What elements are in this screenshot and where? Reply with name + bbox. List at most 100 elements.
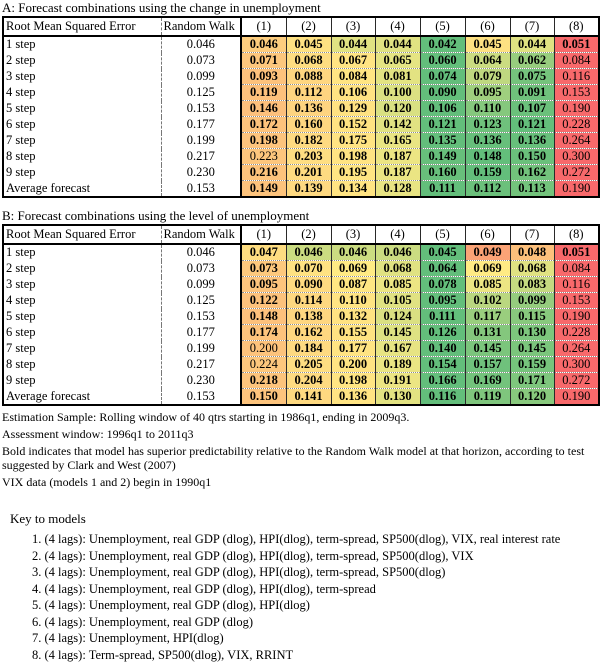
row-label-cell: 2 step [3, 53, 161, 69]
random-walk-value-cell: 0.046 [161, 36, 241, 53]
model-value-cell: 0.136 [331, 389, 375, 406]
model-value-cell: 0.110 [331, 293, 375, 309]
model-value-cell: 0.149 [241, 181, 286, 198]
model-value-cell: 0.117 [465, 309, 510, 325]
model-value-cell: 0.116 [554, 277, 599, 293]
model-value-cell: 0.081 [375, 69, 420, 85]
model-value-cell: 0.124 [375, 309, 420, 325]
model-value-cell: 0.090 [420, 85, 465, 101]
row-label-cell: 6 step [3, 117, 161, 133]
model-value-cell: 0.087 [331, 277, 375, 293]
row-label-cell: 3 step [3, 277, 161, 293]
model-value-cell: 0.136 [465, 133, 510, 149]
row-label-cell: Average forecast [3, 389, 161, 406]
model-value-cell: 0.264 [554, 133, 599, 149]
random-walk-value-cell: 0.073 [161, 53, 241, 69]
random-walk-value-cell: 0.153 [161, 389, 241, 406]
model-value-cell: 0.088 [286, 69, 331, 85]
random-walk-value-cell: 0.177 [161, 325, 241, 341]
model-column-header: (3) [331, 17, 375, 36]
model-value-cell: 0.205 [286, 357, 331, 373]
random-walk-value-cell: 0.099 [161, 277, 241, 293]
model-value-cell: 0.111 [420, 181, 465, 198]
model-value-cell: 0.110 [465, 101, 510, 117]
model-value-cell: 0.200 [241, 341, 286, 357]
key-item: 3. (4 lags): Unemployment, real GDP (dlo… [32, 564, 598, 581]
key-item: 5. (4 lags): Unemployment, real GDP (dlo… [32, 597, 598, 614]
model-value-cell: 0.093 [241, 69, 286, 85]
model-value-cell: 0.154 [420, 357, 465, 373]
model-value-cell: 0.198 [331, 373, 375, 389]
model-value-cell: 0.107 [510, 101, 554, 117]
model-value-cell: 0.160 [286, 117, 331, 133]
footnotes: Estimation Sample: Rolling window of 40 … [2, 410, 598, 489]
random-walk-value-cell: 0.125 [161, 85, 241, 101]
model-value-cell: 0.069 [331, 261, 375, 277]
row-label-cell: 9 step [3, 165, 161, 181]
model-value-cell: 0.150 [510, 149, 554, 165]
model-value-cell: 0.224 [241, 357, 286, 373]
model-column-header: (6) [465, 225, 510, 244]
model-value-cell: 0.228 [554, 117, 599, 133]
key-item: 7. (4 lags): Unemployment, HPI(dlog) [32, 630, 598, 647]
footnote-estimation-sample: Estimation Sample: Rolling window of 40 … [2, 410, 596, 424]
model-value-cell: 0.272 [554, 165, 599, 181]
model-column-header: (5) [420, 17, 465, 36]
model-value-cell: 0.175 [331, 133, 375, 149]
model-value-cell: 0.069 [465, 261, 510, 277]
model-value-cell: 0.155 [331, 325, 375, 341]
model-value-cell: 0.119 [465, 389, 510, 406]
model-value-cell: 0.136 [286, 101, 331, 117]
model-value-cell: 0.149 [420, 149, 465, 165]
footnote-assessment-window: Assessment window: 1996q1 to 2011q3 [2, 427, 596, 441]
model-value-cell: 0.190 [554, 181, 599, 198]
model-value-cell: 0.074 [420, 69, 465, 85]
model-value-cell: 0.049 [465, 244, 510, 261]
model-value-cell: 0.105 [375, 293, 420, 309]
model-value-cell: 0.126 [420, 325, 465, 341]
model-value-cell: 0.102 [465, 293, 510, 309]
model-value-cell: 0.174 [241, 325, 286, 341]
model-column-header: (1) [241, 225, 286, 244]
model-value-cell: 0.182 [286, 133, 331, 149]
model-value-cell: 0.065 [375, 53, 420, 69]
model-value-cell: 0.116 [420, 389, 465, 406]
model-value-cell: 0.190 [554, 309, 599, 325]
model-value-cell: 0.075 [510, 69, 554, 85]
model-value-cell: 0.190 [554, 389, 599, 406]
model-value-cell: 0.159 [510, 357, 554, 373]
model-value-cell: 0.172 [241, 117, 286, 133]
row-label-cell: 4 step [3, 293, 161, 309]
model-column-header: (2) [286, 17, 331, 36]
model-value-cell: 0.099 [510, 293, 554, 309]
model-value-cell: 0.150 [241, 389, 286, 406]
model-column-header: (7) [510, 17, 554, 36]
model-value-cell: 0.120 [375, 101, 420, 117]
model-value-cell: 0.115 [510, 309, 554, 325]
model-value-cell: 0.071 [241, 53, 286, 69]
model-value-cell: 0.121 [510, 117, 554, 133]
model-value-cell: 0.120 [510, 389, 554, 406]
model-value-cell: 0.159 [465, 165, 510, 181]
footnote-bold-meaning: Bold indicates that model has superior p… [2, 444, 596, 472]
model-value-cell: 0.068 [510, 261, 554, 277]
model-column-header: (3) [331, 225, 375, 244]
model-value-cell: 0.223 [241, 149, 286, 165]
model-value-cell: 0.162 [286, 325, 331, 341]
model-value-cell: 0.162 [510, 165, 554, 181]
model-value-cell: 0.106 [331, 85, 375, 101]
model-value-cell: 0.129 [331, 101, 375, 117]
random-walk-value-cell: 0.125 [161, 293, 241, 309]
